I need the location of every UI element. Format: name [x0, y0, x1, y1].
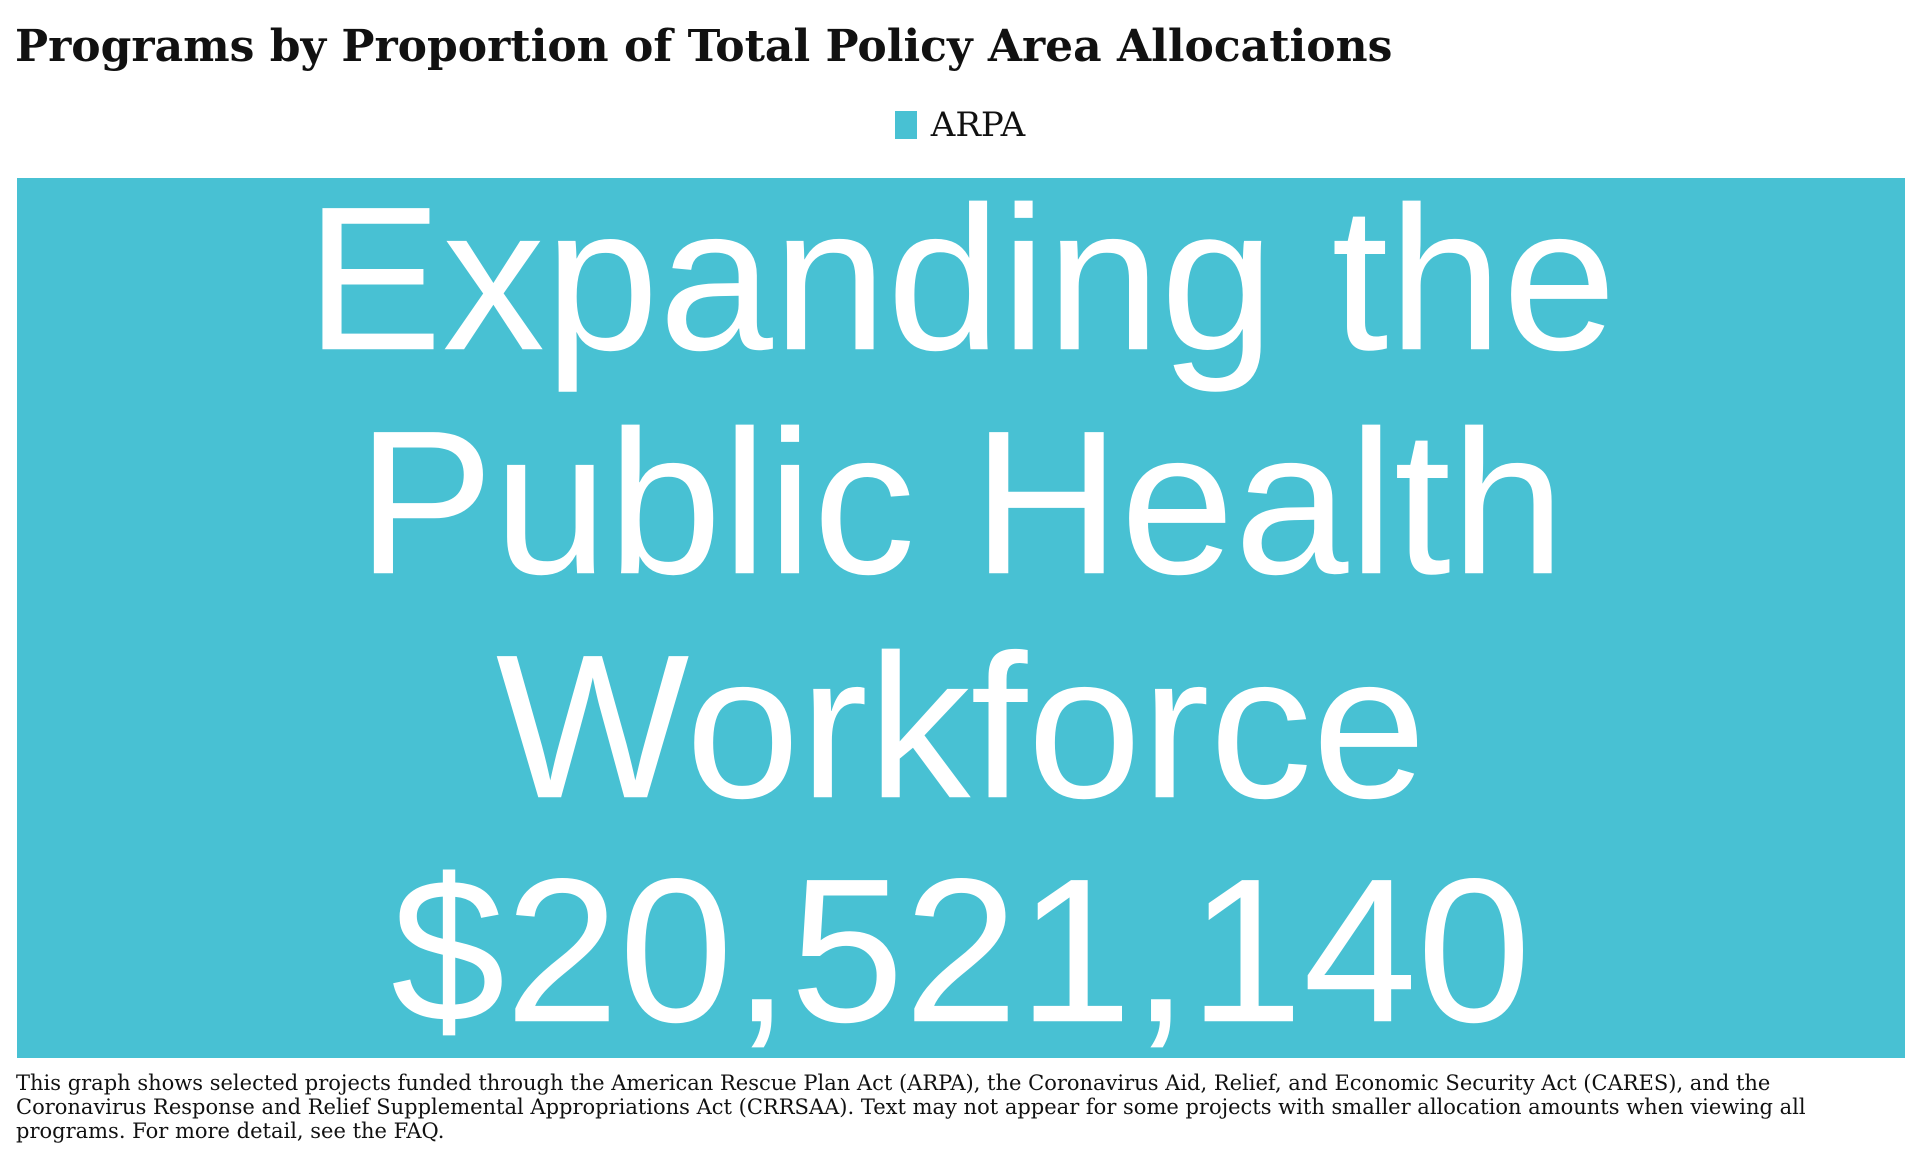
tile-value-label: $20,521,140 [391, 836, 1531, 1058]
tile-label-line: Workforce [496, 612, 1426, 841]
legend: ARPA [0, 102, 1920, 148]
legend-swatch [894, 111, 917, 139]
tile-label-line: Expanding the [306, 178, 1617, 393]
legend-item-arpa[interactable]: ARPA [894, 105, 1026, 145]
treemap-tile[interactable] [17, 178, 1905, 1058]
footnote: This graph shows selected projects funde… [16, 1071, 1806, 1143]
chart-title: Programs by Proportion of Total Policy A… [15, 21, 1393, 72]
legend-label: ARPA [930, 105, 1026, 145]
tile-label-line: Public Health [357, 388, 1565, 617]
